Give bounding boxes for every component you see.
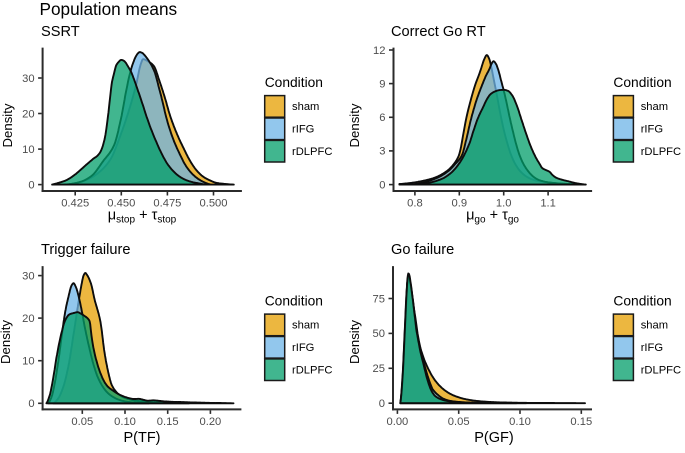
svg-text:0.05: 0.05 bbox=[448, 416, 470, 428]
svg-text:rDLPFC: rDLPFC bbox=[641, 146, 681, 158]
svg-text:0.9: 0.9 bbox=[452, 198, 468, 210]
svg-text:Condition: Condition bbox=[265, 294, 323, 309]
svg-text:Density: Density bbox=[0, 103, 15, 147]
svg-text:sham: sham bbox=[641, 320, 668, 332]
svg-text:sham: sham bbox=[641, 101, 668, 113]
svg-text:0: 0 bbox=[379, 179, 385, 191]
svg-text:0.15: 0.15 bbox=[157, 416, 179, 428]
svg-text:0.20: 0.20 bbox=[200, 416, 222, 428]
svg-text:Density: Density bbox=[0, 320, 13, 364]
svg-text:1.1: 1.1 bbox=[540, 198, 556, 210]
svg-text:0.8: 0.8 bbox=[407, 198, 423, 210]
svg-text:Condition: Condition bbox=[613, 294, 671, 309]
svg-text:12: 12 bbox=[373, 45, 385, 57]
svg-text:P(GF): P(GF) bbox=[474, 430, 513, 446]
svg-text:Population means: Population means bbox=[40, 0, 178, 19]
svg-text:rIFG: rIFG bbox=[641, 342, 663, 354]
svg-text:75: 75 bbox=[373, 293, 385, 305]
svg-text:0.475: 0.475 bbox=[153, 198, 181, 210]
svg-text:1.0: 1.0 bbox=[496, 198, 512, 210]
svg-text:rDLPFC: rDLPFC bbox=[292, 146, 332, 158]
svg-text:30: 30 bbox=[22, 270, 34, 282]
svg-text:Go failure: Go failure bbox=[391, 242, 454, 258]
svg-text:0.00: 0.00 bbox=[387, 416, 409, 428]
svg-text:20: 20 bbox=[22, 108, 34, 120]
svg-text:SSRT: SSRT bbox=[41, 24, 80, 40]
svg-text:rDLPFC: rDLPFC bbox=[292, 365, 332, 377]
svg-text:30: 30 bbox=[22, 73, 34, 85]
svg-text:0.15: 0.15 bbox=[570, 416, 592, 428]
svg-text:0.05: 0.05 bbox=[71, 416, 93, 428]
svg-text:6: 6 bbox=[379, 112, 385, 124]
svg-text:Density: Density bbox=[347, 320, 362, 364]
svg-text:10: 10 bbox=[22, 144, 34, 156]
svg-text:0: 0 bbox=[28, 398, 34, 410]
svg-text:20: 20 bbox=[22, 313, 34, 325]
svg-text:0.10: 0.10 bbox=[509, 416, 531, 428]
svg-text:9: 9 bbox=[379, 78, 385, 90]
svg-text:0.10: 0.10 bbox=[114, 416, 136, 428]
svg-text:0.450: 0.450 bbox=[107, 198, 135, 210]
svg-text:Condition: Condition bbox=[613, 75, 671, 90]
svg-text:0.425: 0.425 bbox=[61, 198, 89, 210]
svg-text:0: 0 bbox=[379, 398, 385, 410]
svg-text:rIFG: rIFG bbox=[641, 124, 663, 136]
svg-text:P(TF): P(TF) bbox=[123, 430, 160, 446]
svg-text:rIFG: rIFG bbox=[292, 342, 314, 354]
svg-text:0: 0 bbox=[28, 179, 34, 191]
svg-text:3: 3 bbox=[379, 146, 385, 158]
svg-text:Density: Density bbox=[347, 103, 362, 147]
svg-text:10: 10 bbox=[22, 356, 34, 368]
svg-text:0.500: 0.500 bbox=[200, 198, 228, 210]
svg-text:sham: sham bbox=[292, 320, 319, 332]
svg-text:Trigger failure: Trigger failure bbox=[41, 242, 131, 258]
svg-text:50: 50 bbox=[373, 328, 385, 340]
svg-text:rDLPFC: rDLPFC bbox=[641, 365, 681, 377]
svg-text:sham: sham bbox=[292, 101, 319, 113]
svg-text:Condition: Condition bbox=[265, 75, 323, 90]
svg-text:Correct Go RT: Correct Go RT bbox=[391, 24, 486, 40]
svg-text:rIFG: rIFG bbox=[292, 124, 314, 136]
svg-text:25: 25 bbox=[373, 363, 385, 375]
